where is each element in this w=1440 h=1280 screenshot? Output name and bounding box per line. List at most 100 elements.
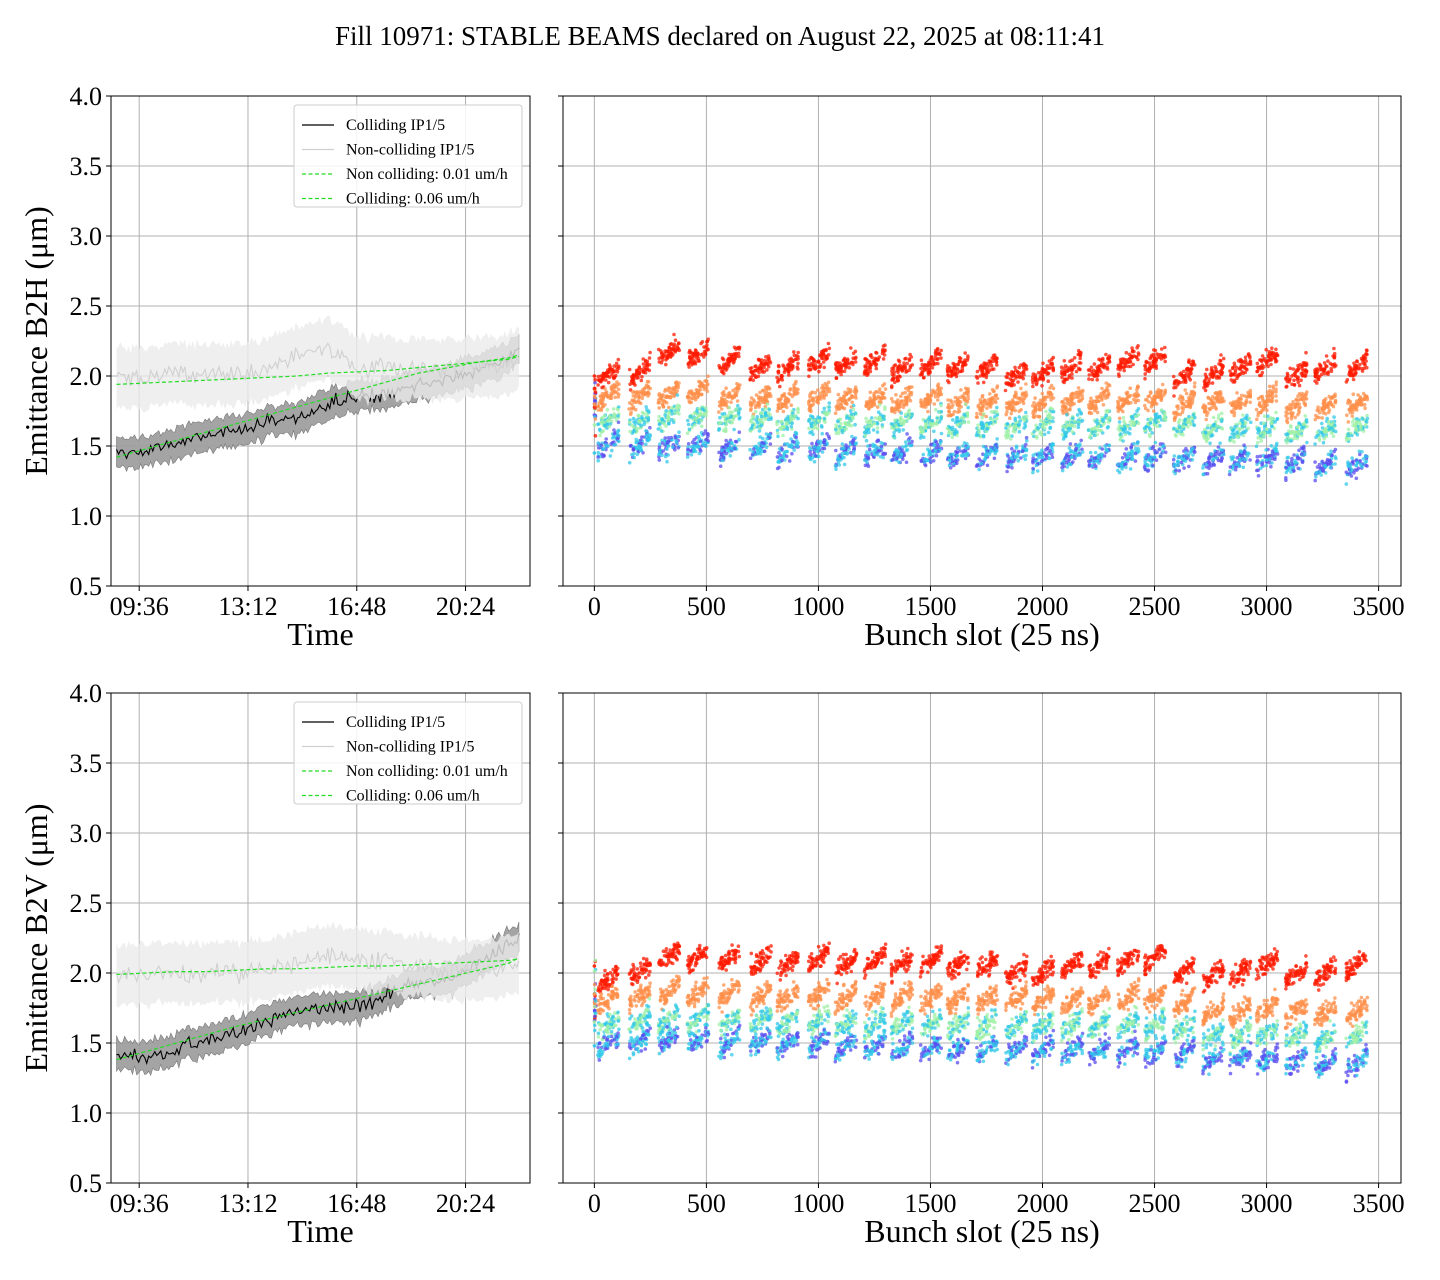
- scatter-dot: [664, 362, 668, 367]
- scatter-dot: [977, 457, 981, 461]
- scatter-dot: [1143, 372, 1147, 376]
- scatter-dot: [795, 444, 800, 449]
- scatter-dot: [981, 433, 986, 438]
- scatter-dot: [1186, 404, 1191, 409]
- scatter-dot: [1172, 386, 1176, 390]
- scatter-dot: [919, 430, 924, 434]
- scatter-dot: [1013, 418, 1018, 423]
- scatter-dot: [822, 390, 826, 394]
- scatter-dot: [724, 386, 728, 391]
- scatter-dot: [951, 361, 955, 366]
- scatter-dot: [1037, 414, 1042, 419]
- scatter-dot: [1005, 469, 1009, 474]
- x-tick-label: 2500: [1129, 592, 1181, 621]
- scatter-dot: [1132, 441, 1136, 446]
- scatter-dot: [1100, 358, 1105, 362]
- scatter-dot: [1160, 382, 1165, 387]
- scatter-dot: [1021, 401, 1026, 406]
- scatter-dot: [1216, 416, 1221, 421]
- scatter-dot: [648, 433, 652, 437]
- scatter-dot: [755, 367, 759, 371]
- scatter-dot: [1136, 351, 1141, 355]
- scatter-dot: [1153, 451, 1158, 455]
- scatter-dot: [1118, 428, 1122, 433]
- scatter-dot: [1035, 469, 1040, 473]
- scatter-dot: [883, 348, 887, 352]
- scatter-dot: [1003, 388, 1008, 393]
- scatter-dot: [754, 403, 758, 408]
- scatter-dot: [975, 415, 979, 419]
- scatter-dot: [840, 405, 845, 410]
- scatter-dot: [994, 443, 998, 447]
- scatter-dot: [780, 447, 784, 452]
- scatter-dot: [935, 442, 940, 447]
- scatter-dot: [875, 430, 880, 434]
- scatter-dot: [1213, 365, 1217, 369]
- scatter-dot: [893, 418, 897, 423]
- scatter-dot: [1156, 388, 1161, 392]
- scatter-dot: [628, 444, 633, 448]
- scatter-dot: [1145, 462, 1150, 467]
- scatter-dot: [1129, 354, 1133, 358]
- scatter-dot: [1071, 416, 1075, 421]
- scatter-dot: [1004, 430, 1009, 434]
- scatter-dot: [1005, 410, 1009, 414]
- scatter-dot: [689, 452, 694, 457]
- scatter-dot: [596, 374, 601, 379]
- scatter-dot: [1022, 415, 1026, 420]
- scatter-dot: [766, 364, 771, 369]
- scatter-dot: [617, 392, 621, 397]
- scatter-dot: [1006, 381, 1011, 386]
- scatter-dot: [988, 399, 993, 404]
- scatter-dot: [665, 440, 669, 445]
- scatter-dot: [1070, 402, 1075, 407]
- scatter-dot: [1181, 380, 1185, 384]
- scatter-dot: [1019, 456, 1023, 460]
- scatter-dot: [954, 449, 958, 454]
- scatter-dot: [1129, 445, 1133, 450]
- scatter-dot: [706, 382, 710, 387]
- scatter-dot: [975, 369, 980, 374]
- scatter-dot: [1041, 361, 1045, 366]
- scatter-dot: [1207, 406, 1212, 411]
- legend-label: Colliding: 0.06 um/h: [346, 191, 480, 208]
- scatter-dot: [896, 403, 900, 407]
- scatter-dot: [635, 427, 639, 432]
- scatter-dot: [1010, 466, 1014, 470]
- scatter-dot: [1019, 408, 1023, 412]
- scatter-dot: [1040, 384, 1044, 388]
- scatter-dot: [665, 447, 669, 451]
- scatter-dot: [981, 403, 985, 407]
- scatter-dot: [676, 341, 681, 345]
- scatter-dot: [948, 452, 952, 457]
- scatter-dot: [669, 342, 674, 346]
- scatter-dot: [1220, 448, 1224, 453]
- scatter-dot: [862, 458, 867, 462]
- scatter-dot: [764, 355, 768, 359]
- scatter-dot: [610, 372, 614, 377]
- scatter-dot: [834, 361, 838, 365]
- y-tick-label: 2.0: [70, 362, 103, 391]
- scatter-dot: [1044, 456, 1048, 461]
- scatter-dot: [627, 420, 632, 425]
- scatter-dot: [702, 349, 707, 354]
- scatter-dot: [1004, 435, 1009, 440]
- scatter-dot: [1094, 464, 1098, 469]
- scatter-dot: [1172, 462, 1177, 467]
- scatter-dot: [824, 356, 829, 360]
- scatter-dot: [1044, 395, 1048, 400]
- scatter-dot: [1088, 458, 1093, 463]
- scatter-dot: [762, 370, 767, 374]
- scatter-dot: [663, 436, 667, 440]
- scatter-dot: [813, 366, 817, 371]
- scatter-dot: [765, 359, 770, 363]
- scatter-dot: [1104, 352, 1108, 357]
- scatter-dot: [665, 459, 669, 464]
- scatter-dot: [974, 464, 979, 469]
- scatter-dot: [1080, 396, 1085, 401]
- scatter-dot: [1133, 451, 1138, 456]
- scatter-dot: [1067, 446, 1072, 450]
- scatter-dot: [1041, 405, 1046, 410]
- scatter-dot: [605, 422, 610, 427]
